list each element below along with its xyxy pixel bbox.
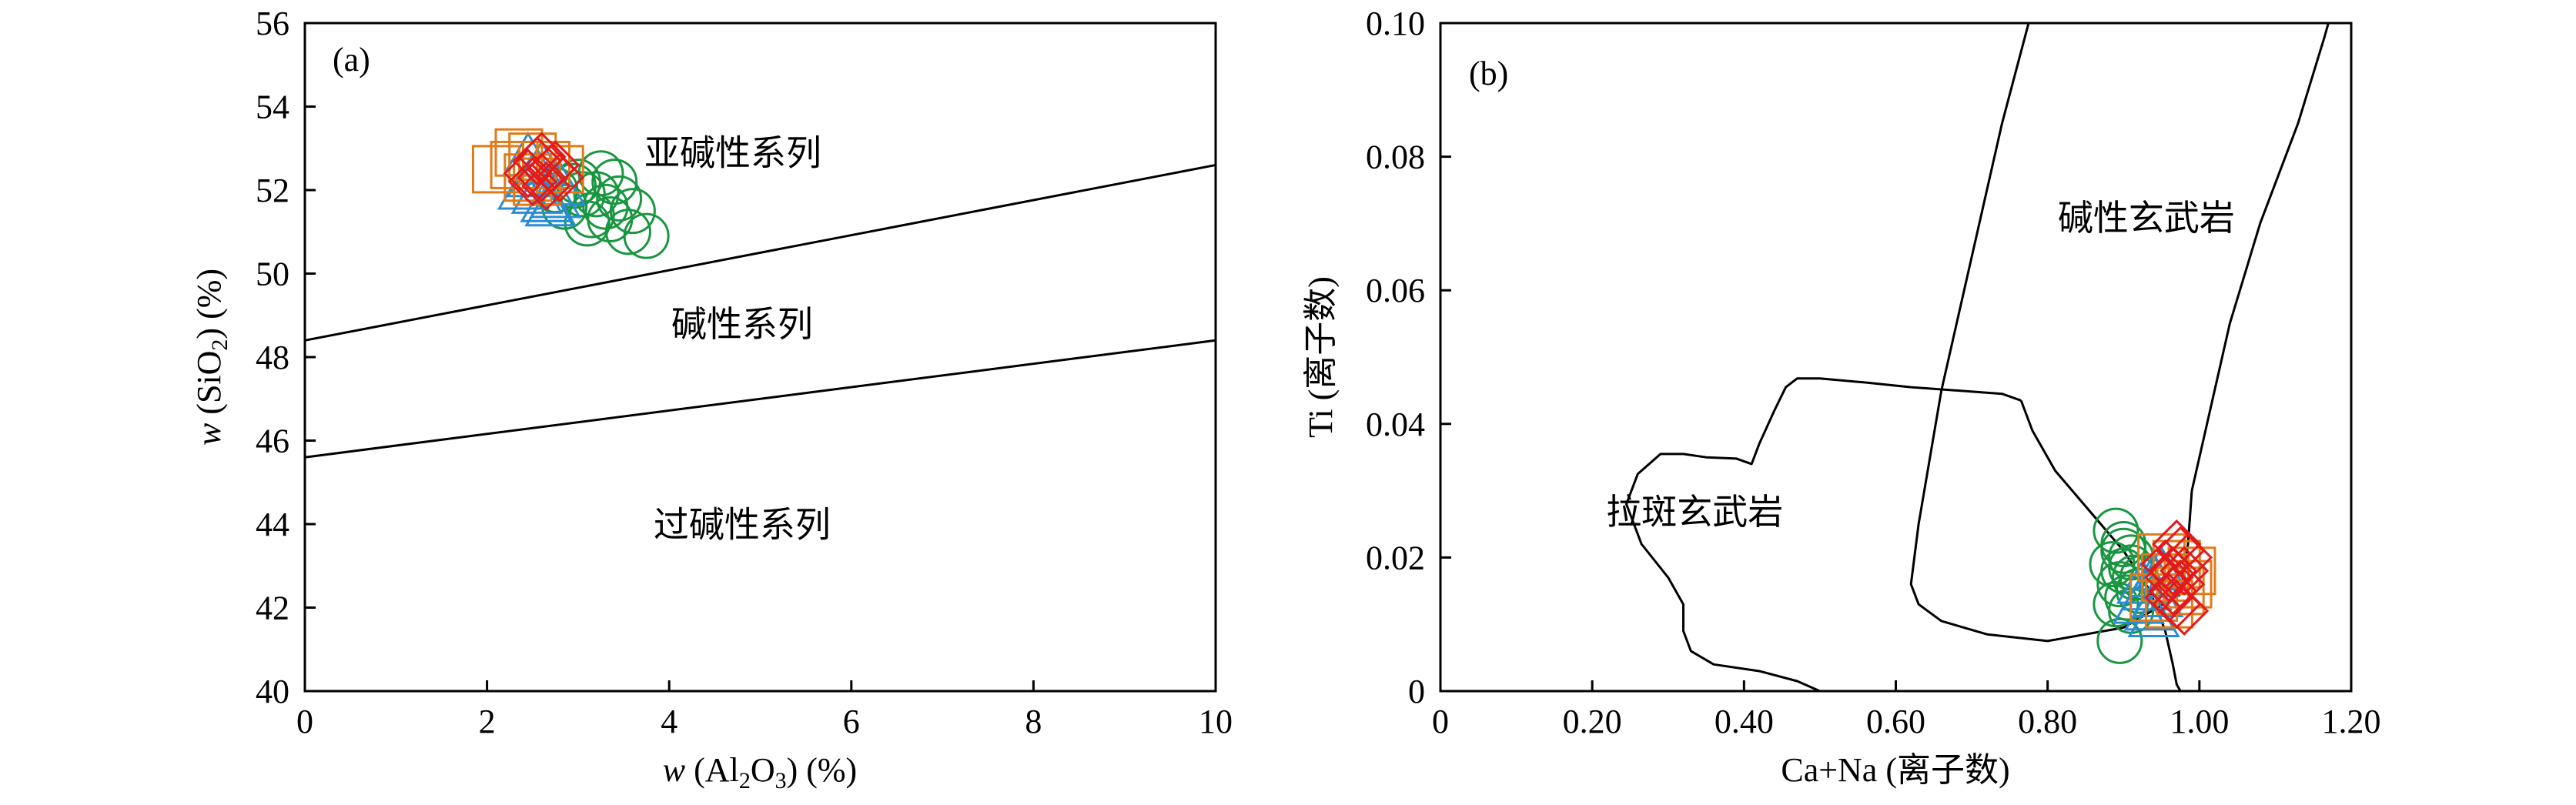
field-boundary-curve — [1909, 22, 2330, 643]
panel-a-label: (a) — [333, 41, 370, 78]
diamond-data-point — [2152, 519, 2202, 570]
y-tick-label: 54 — [256, 89, 289, 126]
circle-data-point — [609, 188, 656, 235]
square-data-point — [494, 128, 544, 177]
boundary-line — [304, 339, 1216, 459]
panel-a-x-axis-label: w (Al2O3) (%) — [663, 751, 857, 793]
panel-a-data-points — [471, 128, 670, 259]
region-label: 亚碱性系列 — [644, 133, 821, 172]
y-tick-label: 42 — [256, 590, 289, 627]
panel-b-data-points — [2089, 507, 2216, 664]
diamond-data-point — [2159, 586, 2210, 636]
y-tick-label: 0.06 — [1366, 272, 1425, 309]
x-tick-label: 6 — [843, 703, 860, 740]
circle-data-point — [2096, 617, 2143, 664]
y-tick-label: 44 — [256, 506, 289, 543]
diamond-data-point — [2148, 546, 2198, 596]
diamond-data-point — [2144, 573, 2194, 623]
y-tick-label: 40 — [256, 673, 289, 710]
y-tick-label: 48 — [256, 339, 289, 376]
x-tick-label: 0.40 — [1715, 703, 1774, 740]
panel-b: 0 0.20 0.40 0.60 0.80 1.00 1.20 0 0.02 0.04 0.06 0.… — [1302, 5, 2381, 789]
diamond-data-point — [517, 132, 567, 182]
diamond-data-point — [2156, 559, 2206, 610]
y-tick-label: 52 — [256, 172, 289, 209]
x-tick-label: 0.80 — [2018, 703, 2077, 740]
x-tick-label: 2 — [479, 703, 496, 740]
x-tick-label: 4 — [661, 703, 677, 740]
panel-b-x-axis-label: Ca+Na (离子数) — [1781, 751, 2009, 789]
diamond-data-point — [521, 161, 571, 211]
x-tick-label: 1.20 — [2322, 703, 2381, 740]
boundary-line — [304, 163, 1216, 342]
circle-data-point — [623, 212, 670, 259]
region-label: 过碱性系列 — [654, 505, 831, 544]
y-tick-label: 0 — [1408, 673, 1425, 710]
x-tick-label: 10 — [1199, 703, 1233, 740]
region-label: 碱性系列 — [671, 305, 813, 344]
panel-b-ticks: 0 0.20 0.40 0.60 0.80 1.00 1.20 0 0.02 0.04 0.06 0.… — [1366, 5, 2381, 740]
x-tick-label: 8 — [1025, 703, 1042, 740]
y-tick-label: 0.08 — [1366, 139, 1425, 176]
square-data-point — [2163, 559, 2213, 609]
panel-b-y-axis-label: Ti (离子数) — [1302, 276, 1340, 438]
y-tick-label: 0.04 — [1366, 406, 1425, 443]
diamond-data-point — [2159, 546, 2210, 596]
panel-a-y-axis-label: w (SiO2) (%) — [190, 269, 233, 446]
circle-data-point — [591, 159, 638, 205]
diamond-data-point — [517, 152, 567, 202]
y-tick-label: 0.10 — [1366, 5, 1425, 42]
diamond-data-point — [2163, 533, 2213, 583]
square-data-point — [2156, 566, 2205, 616]
y-tick-label: 46 — [256, 423, 289, 460]
y-tick-label: 56 — [256, 5, 289, 42]
circle-data-point — [582, 183, 629, 230]
diamond-data-point — [530, 140, 580, 190]
x-tick-label: 0 — [296, 703, 313, 740]
region-label: 拉斑玄武岩 — [1606, 493, 1783, 532]
region-label: 碱性玄武岩 — [2058, 199, 2235, 238]
panel-a-boundary-lines — [304, 163, 1216, 459]
circle-data-point — [2089, 541, 2136, 588]
x-tick-label: 0.60 — [1866, 703, 1925, 740]
circle-data-point — [564, 200, 611, 247]
panel-b-field-boundaries — [1625, 22, 2330, 693]
field-boundary-curve — [1625, 377, 2022, 693]
panel-b-label: (b) — [1469, 55, 1508, 92]
x-tick-label: 0 — [1432, 703, 1449, 740]
x-tick-label: 0.20 — [1563, 703, 1622, 740]
y-tick-label: 50 — [256, 256, 289, 293]
y-tick-label: 0.02 — [1366, 539, 1425, 576]
circle-data-point — [596, 175, 643, 222]
x-tick-label: 1.00 — [2170, 703, 2229, 740]
